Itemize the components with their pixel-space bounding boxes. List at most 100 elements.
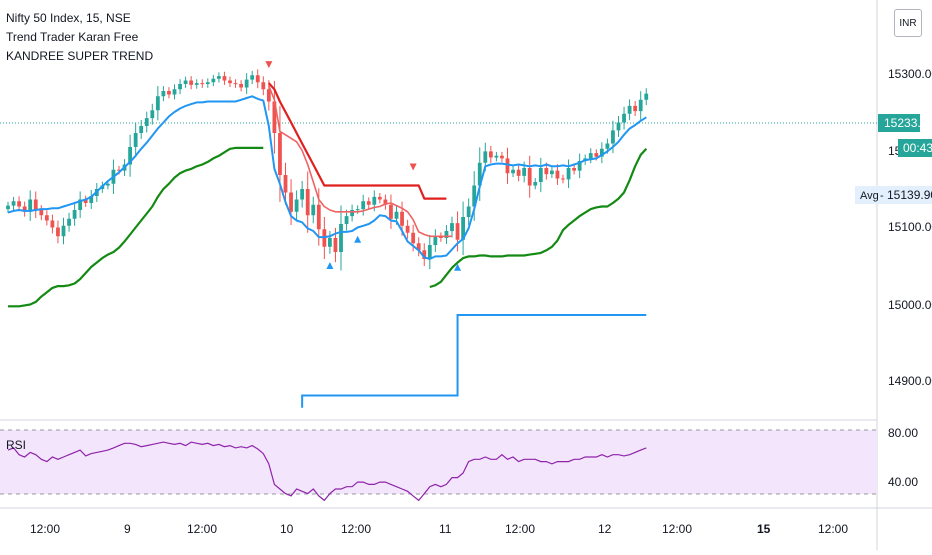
candle-body xyxy=(233,83,238,85)
candle-body xyxy=(289,192,293,212)
time-label: 12:00 xyxy=(341,522,371,536)
candle-body xyxy=(139,126,144,133)
rsi-line xyxy=(7,441,647,502)
candle-body xyxy=(411,232,416,244)
candle-body xyxy=(255,75,260,83)
price-tick: 15000.00 xyxy=(888,298,932,312)
candle-body xyxy=(183,80,188,84)
candle-body xyxy=(22,206,27,212)
candle-body xyxy=(638,99,643,112)
candle-body xyxy=(11,201,16,206)
candle-body xyxy=(483,151,488,163)
candle-body xyxy=(416,243,421,251)
candle-body xyxy=(278,133,282,175)
candle-body xyxy=(361,201,366,210)
candle-body xyxy=(89,196,94,203)
candle-body xyxy=(488,151,493,158)
candle-body xyxy=(211,78,216,83)
candle-body xyxy=(572,168,576,171)
candle-body xyxy=(144,118,149,126)
candle-body xyxy=(599,148,604,157)
candle-body xyxy=(150,110,155,119)
candle-body xyxy=(400,211,404,226)
time-label: 11 xyxy=(439,522,452,536)
candle-body xyxy=(344,216,349,224)
candle-body xyxy=(50,220,55,228)
candle-body xyxy=(61,225,66,237)
candle-body xyxy=(283,175,288,193)
candle-body xyxy=(477,162,482,186)
candle-body xyxy=(494,155,499,158)
supertrend-light-red-line xyxy=(268,85,452,238)
candle-body xyxy=(377,196,382,200)
candle-body xyxy=(355,209,360,211)
rsi-tick: 80.00 xyxy=(888,426,918,440)
candle-body xyxy=(444,231,449,238)
candle-body xyxy=(538,168,543,182)
indicator-legend-1[interactable]: Trend Trader Karan Free xyxy=(6,30,139,44)
candle-body xyxy=(500,155,504,159)
candle-body xyxy=(311,204,316,216)
candle-body xyxy=(555,170,560,179)
price-tick: 15300.00 xyxy=(888,67,932,81)
symbol-legend[interactable]: Nifty 50 Index, 15, NSE xyxy=(6,11,131,25)
candle-body xyxy=(511,169,515,174)
candle-body xyxy=(300,189,305,200)
candle-body xyxy=(561,178,565,180)
currency-button[interactable]: INR xyxy=(894,9,922,37)
rsi-legend[interactable]: RSI xyxy=(6,438,27,452)
candle-body xyxy=(194,83,199,85)
time-label: 12:00 xyxy=(662,522,692,536)
candle-body xyxy=(522,168,527,176)
candle-body xyxy=(611,130,615,144)
buy-signal-marker xyxy=(454,263,462,271)
candle-body xyxy=(383,199,388,205)
candle-body xyxy=(305,189,310,216)
avg-dash: - xyxy=(880,190,884,202)
candle-body xyxy=(594,153,599,157)
candle-body xyxy=(472,185,477,207)
signal-markers-layer xyxy=(265,61,462,271)
candle-body xyxy=(366,201,371,205)
candle-body xyxy=(316,204,321,230)
candle-body xyxy=(389,204,393,219)
candle-body xyxy=(461,217,465,240)
candle-body xyxy=(78,199,83,210)
candle-body xyxy=(261,82,266,90)
candle-body xyxy=(450,223,454,231)
indicator-lines-layer xyxy=(7,82,648,408)
candle-body xyxy=(17,201,21,207)
candle-body xyxy=(167,91,171,95)
candle-body xyxy=(439,236,443,238)
buy-signal-marker xyxy=(354,235,362,243)
candle-body xyxy=(394,211,399,219)
candle-body xyxy=(244,79,249,88)
last-price-badge xyxy=(878,114,920,132)
candle-body xyxy=(527,168,532,186)
avg-value: 15139.90 xyxy=(887,188,932,202)
indicator-legend-2[interactable]: KANDREE SUPER TREND xyxy=(6,49,154,63)
candle-body xyxy=(33,199,38,210)
candle-body xyxy=(455,223,460,240)
candle-body xyxy=(266,89,271,102)
candle-body xyxy=(161,91,166,97)
sell-signal-marker xyxy=(409,163,417,171)
countdown-label: 00:43 xyxy=(903,141,932,155)
candle-body xyxy=(544,168,549,175)
sell-signal-marker xyxy=(265,61,273,69)
time-label: 12:00 xyxy=(187,522,217,536)
candle-body xyxy=(83,199,88,203)
avg-prefix: Avg xyxy=(860,190,879,202)
candle-body xyxy=(466,206,471,217)
candle-body xyxy=(328,238,332,247)
rsi-tick: 40.00 xyxy=(888,475,918,489)
time-label: 12:00 xyxy=(818,522,848,536)
candle-body xyxy=(106,183,110,186)
candle-body xyxy=(427,245,432,259)
candle-body xyxy=(550,170,554,175)
candle-body xyxy=(28,199,33,212)
candle-body xyxy=(422,250,427,259)
candle-body xyxy=(133,133,138,147)
